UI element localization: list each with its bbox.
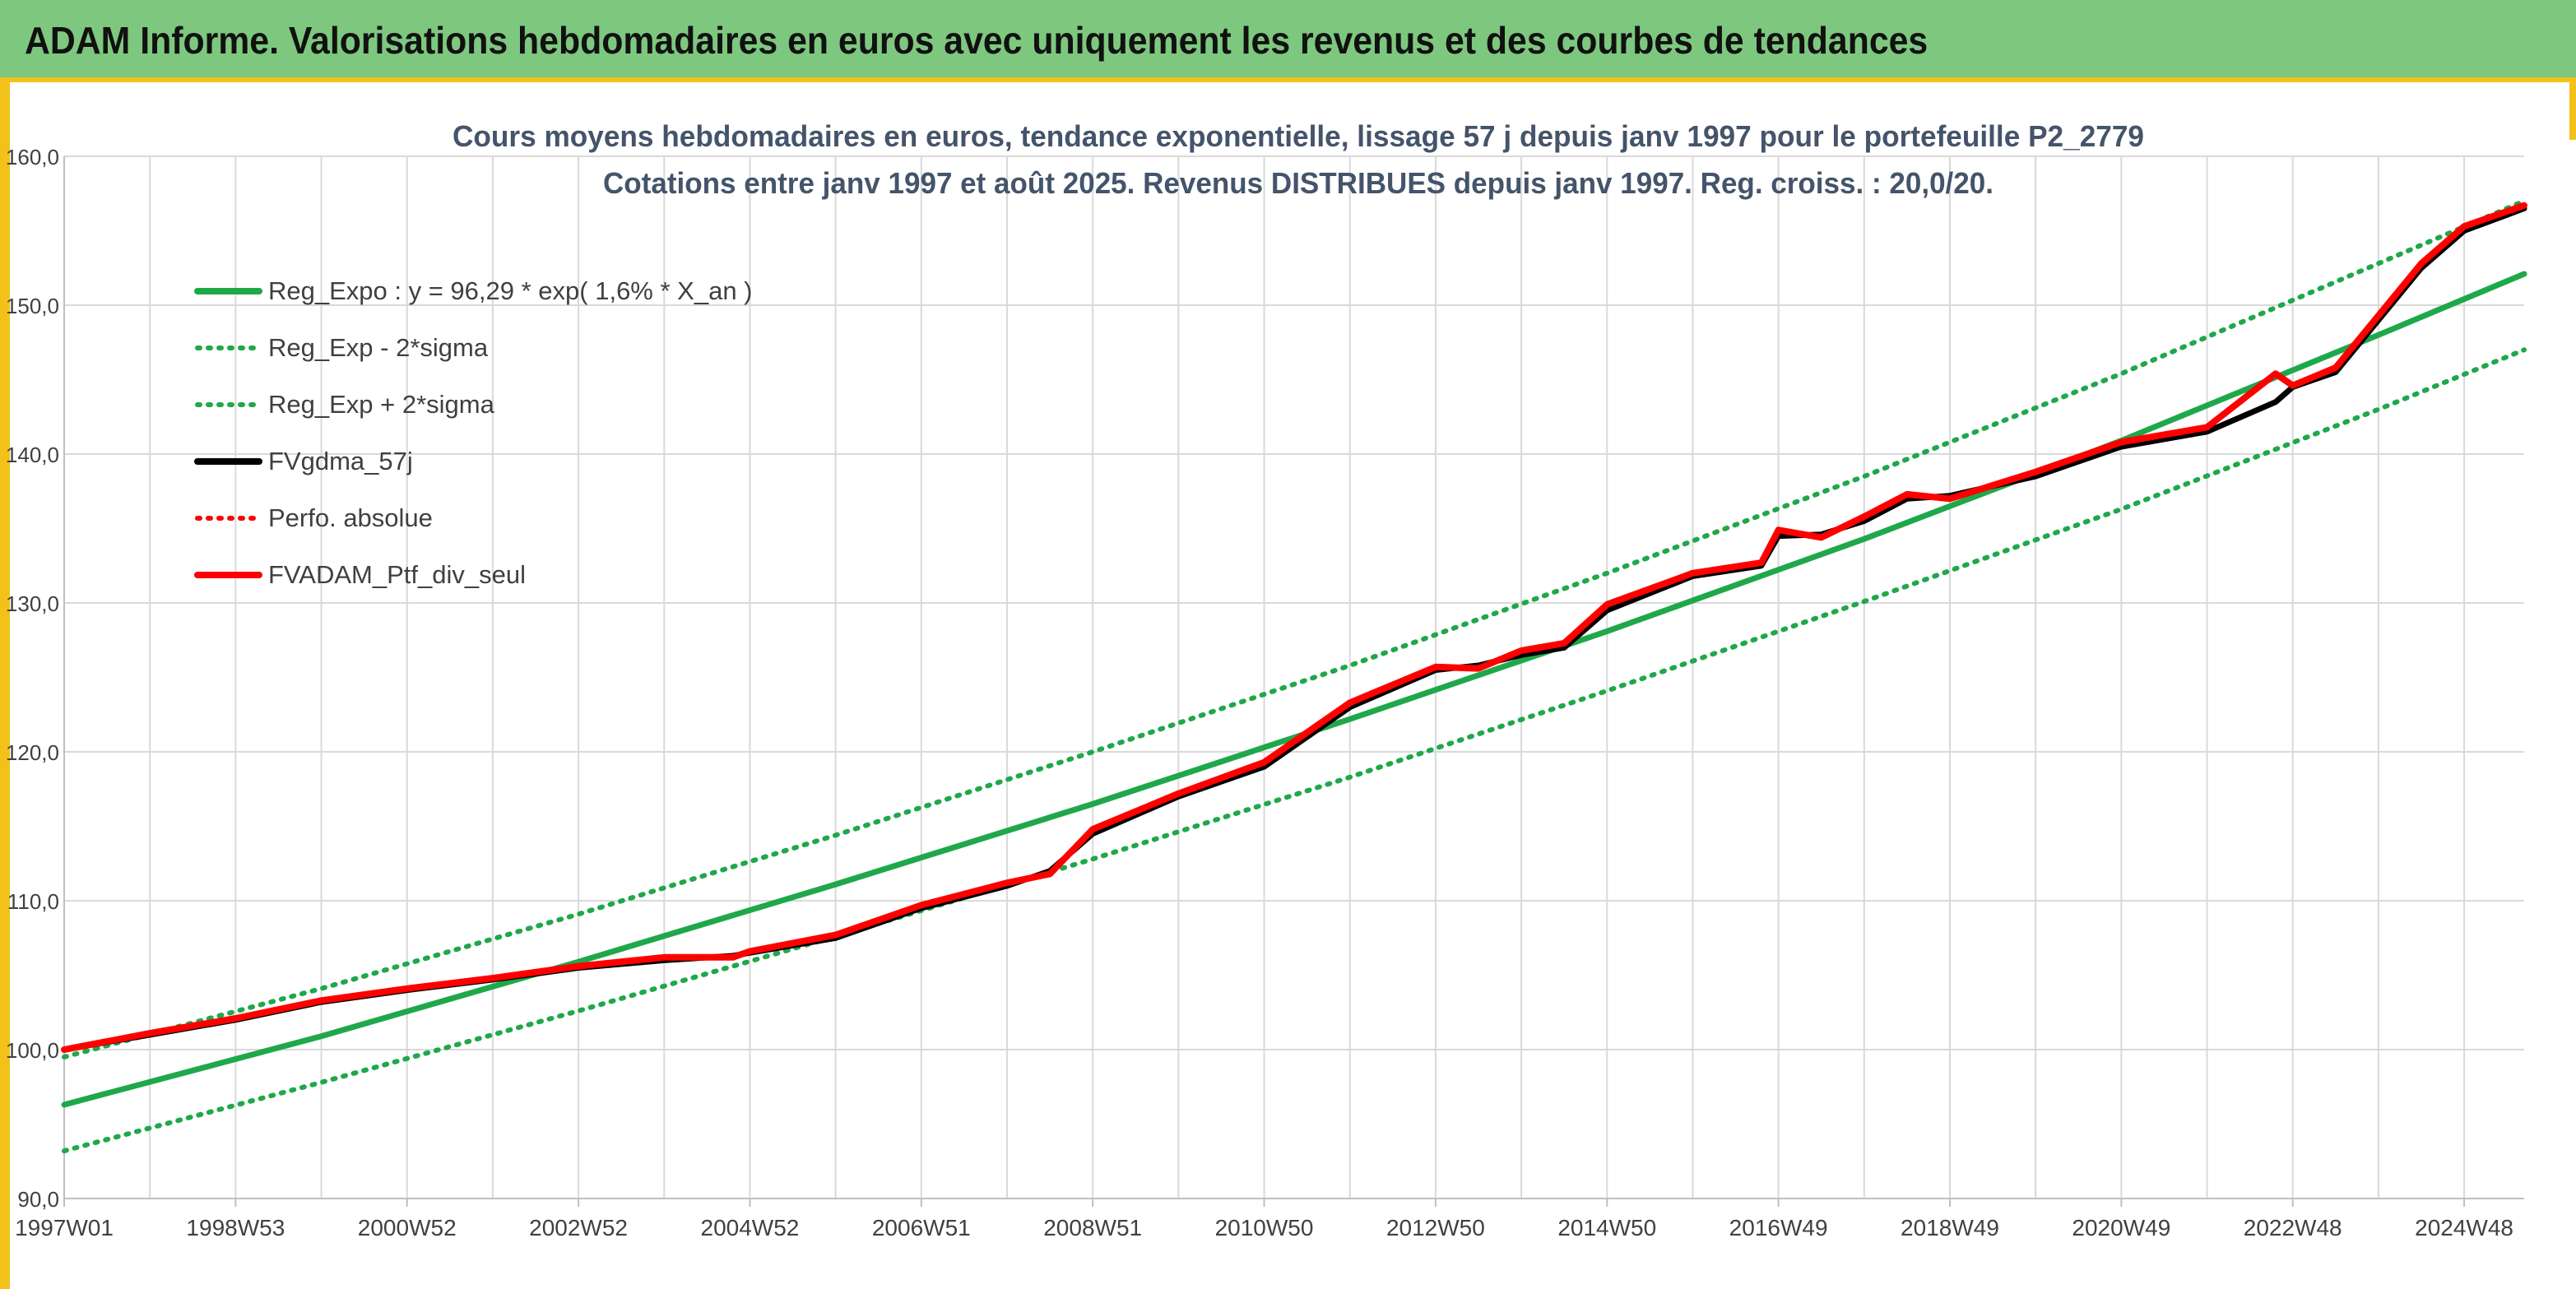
x-tick-label: 2008W51 [1043,1215,1142,1240]
right-accent-border [2569,82,2576,140]
series-line-2 [62,198,2527,1059]
legend-label: FVADAM_Ptf_div_seul [268,560,526,589]
left-accent-border [0,82,10,1289]
axes: 90,0 100,0 110,0 120,0 130,0 140,0 150,0 160,0 1… [6,145,2524,1240]
x-tick-label: 2002W52 [529,1215,628,1240]
legend-label: FVgdma_57j [268,447,413,475]
y-tick-label: 150,0 [6,294,59,318]
legend-label: Reg_Exp + 2*sigma [268,390,495,419]
x-tick-label: 2012W50 [1386,1215,1485,1240]
x-tick-label: 2020W49 [2072,1215,2170,1240]
series-lines [61,198,2527,1154]
y-tick-label: 90,0 [17,1187,59,1212]
y-tick-label: 110,0 [7,889,59,914]
y-tick-label: 120,0 [6,740,59,765]
chart-title-line-1: Cours moyens hebdomadaires en euros, ten… [453,119,2144,153]
x-tick-label: 2014W50 [1557,1215,1656,1240]
series-line-0 [61,271,2527,1108]
header-bar: ADAM Informe. Valorisations hebdomadaire… [0,0,2576,82]
series-line-5 [61,202,2527,1053]
x-tick-label: 2018W49 [1901,1215,1999,1240]
x-tick-label: 2016W49 [1729,1215,1828,1240]
x-tick-label: 2010W50 [1215,1215,1314,1240]
y-tick-label: 140,0 [6,443,59,467]
x-tick-label: 2006W51 [872,1215,971,1240]
legend-label: Perfo. absolue [268,503,433,532]
y-tick-label: 100,0 [6,1038,59,1063]
x-tick-label: 1997W01 [15,1215,114,1240]
x-tick-label: 2004W52 [701,1215,800,1240]
x-tick-label: 2000W52 [358,1215,457,1240]
y-tick-label: 130,0 [6,591,59,616]
series-line-1 [62,347,2527,1154]
chart-title-line-2: Cotations entre janv 1997 et août 2025. … [603,166,1993,200]
legend-label: Reg_Exp - 2*sigma [268,333,489,362]
legend-label: Reg_Expo : y = 96,29 * exp( 1,6% * X_an … [268,276,753,305]
y-tick-label: 160,0 [6,145,59,169]
x-tick-label: 1998W53 [186,1215,285,1240]
page-title: ADAM Informe. Valorisations hebdomadaire… [25,19,1929,62]
x-tick-label: 2022W48 [2244,1215,2342,1240]
legend: Reg_Expo : y = 96,29 * exp( 1,6% * X_an … [194,276,753,589]
chart-title: Cours moyens hebdomadaires en euros, ten… [453,119,2144,200]
x-tick-label: 2024W48 [2415,1215,2513,1240]
grid [64,155,2524,1199]
